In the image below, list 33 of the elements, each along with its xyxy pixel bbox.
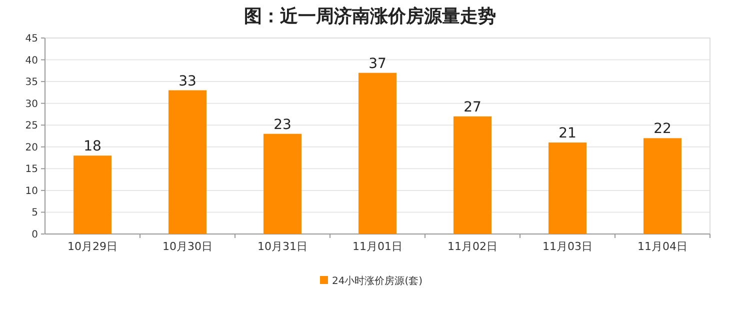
bar [358,72,396,234]
y-tick-label: 25 [25,120,38,132]
bar [264,134,302,234]
chart-title: 图：近一周济南涨价房源量走势 [244,6,496,27]
data-label: 18 [84,138,102,155]
y-tick-label: 45 [25,34,38,44]
bar [644,138,682,234]
x-tick-label: 10月31日 [258,240,308,253]
x-tick-label: 11月04日 [638,240,688,253]
bar [74,156,112,234]
y-tick-label: 20 [25,142,38,154]
x-tick-label: 10月30日 [162,240,212,253]
data-label: 22 [654,121,672,138]
data-label: 21 [558,126,576,142]
y-tick-label: 0 [32,230,38,240]
data-label: 23 [274,116,292,133]
y-tick-label: 40 [25,55,38,66]
x-tick-label: 11月02日 [448,240,498,253]
x-tick-label: 10月29日 [68,240,118,253]
data-label: 33 [178,73,196,90]
y-tick-label: 35 [25,77,38,88]
y-tick-label: 5 [32,208,38,219]
x-tick-label: 11月01日 [352,240,402,253]
bar [168,90,206,234]
y-tick-label: 30 [25,98,38,110]
data-label: 37 [368,56,386,72]
y-tick-label: 15 [25,164,38,176]
x-tick-label: 11月03日 [542,240,592,253]
legend-label: 24小时涨价房源(套) [332,275,423,287]
bar [454,116,492,234]
bar [548,142,586,234]
y-tick-label: 10 [25,186,38,197]
data-label: 27 [464,99,482,116]
